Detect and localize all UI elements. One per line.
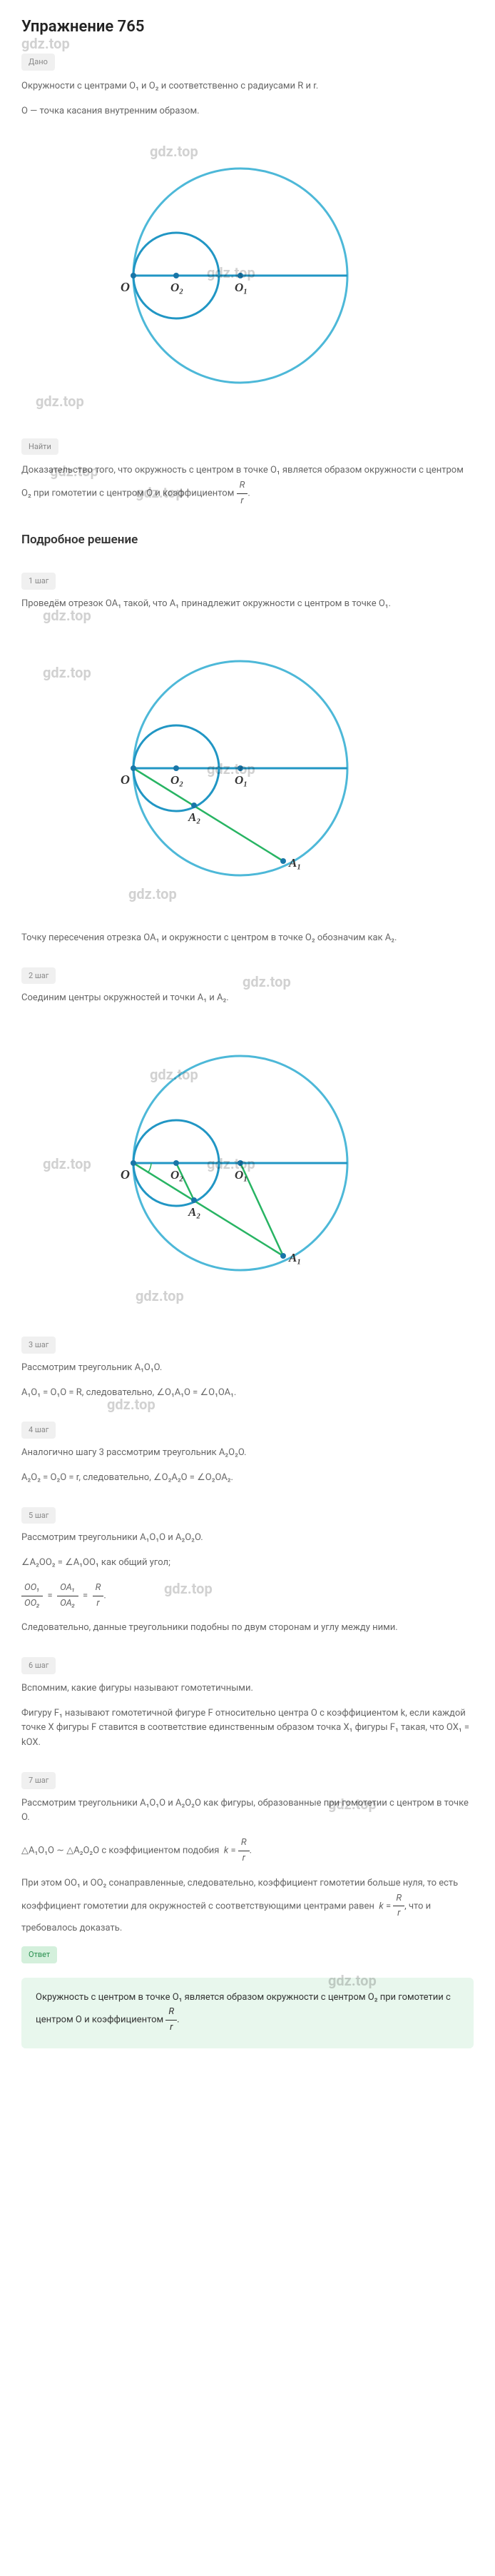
given-text-2: O — точка касания внутренним образом. xyxy=(21,104,474,119)
svg-text:A₁: A₁ xyxy=(288,856,301,870)
step6-tag: 6 шаг xyxy=(21,1657,56,1674)
watermark: gdz.top xyxy=(36,390,84,413)
answer-box: Окружность с центром в точке O₁ является… xyxy=(21,1978,474,2048)
step1-text: Проведём отрезок OA₁ такой, что A₁ прина… xyxy=(21,597,474,612)
step7-text-3: При этом OO₁ и OO₂ сонаправленные, следо… xyxy=(21,1876,474,1936)
step2-tag: 2 шаг xyxy=(21,967,56,985)
svg-text:O: O xyxy=(121,1167,130,1182)
watermark: gdz.top xyxy=(164,1577,213,1600)
svg-text:A₁: A₁ xyxy=(288,1251,301,1264)
watermark: gdz.top xyxy=(328,1969,377,1992)
diagram-1: OO₂O₁ gdz.top gdz.top gdz.top xyxy=(21,133,474,423)
svg-text:O₂: O₂ xyxy=(170,773,183,787)
given-tag: Дано xyxy=(21,54,55,71)
step1-after: Точку пересечения отрезка OA₁ и окружнос… xyxy=(21,931,474,946)
watermark: gdz.top xyxy=(43,661,91,684)
step3-text-1: Рассмотрим треугольник A₁O₁O. xyxy=(21,1361,474,1376)
step1-tag: 1 шаг xyxy=(21,573,56,590)
svg-text:O₂: O₂ xyxy=(170,281,183,294)
find-tag: Найти xyxy=(21,438,58,456)
page-title: Упражнение 765 xyxy=(21,14,474,39)
step5-text-3: Следовательно, данные треугольники подоб… xyxy=(21,1621,474,1636)
watermark: gdz.top xyxy=(43,1152,91,1175)
step6-text-2: Фигуру F₁ называют гомотетичной фигуре F… xyxy=(21,1706,474,1751)
step4-text-2: A₂O₂ = O₂O = r, следовательно, ∠O₂A₂O = … xyxy=(21,1471,474,1486)
answer-tag: Ответ xyxy=(21,1946,57,1963)
step5-formula: OO₁OO₂ = OA₁OA₂ = Rr. gdz.top xyxy=(21,1581,474,1611)
step4-tag: 4 шаг xyxy=(21,1422,56,1439)
svg-text:O: O xyxy=(121,773,130,787)
svg-text:O: O xyxy=(121,280,130,294)
step7-text-2: △A₁O₁O ∼ △A₂O₂O с коэффициентом подобия … xyxy=(21,1836,474,1866)
step5-text-2: ∠A₂OO₂ = ∠A₁OO₁ как общий угол; xyxy=(21,1556,474,1571)
step3-tag: 3 шаг xyxy=(21,1337,56,1354)
diagram-2: A₂A₁OO₂O₁ gdz.top gdz.top gdz.top xyxy=(21,625,474,916)
step7-text-1: Рассмотрим треугольники A₁O₁O и A₂O₂O ка… xyxy=(21,1796,474,1826)
find-text: Доказательство того, что окружность с це… xyxy=(21,463,474,508)
step5-text-1: Рассмотрим треугольники A₁O₁O и A₂O₂O. xyxy=(21,1531,474,1546)
svg-text:A₂: A₂ xyxy=(188,810,200,824)
step2-text: Соединим центры окружностей и точки A₁ и… xyxy=(21,991,474,1006)
solution-title: Подробное решение xyxy=(21,530,474,550)
step6-text-1: Вспомним, какие фигуры называют гомотети… xyxy=(21,1681,474,1696)
svg-text:A₂: A₂ xyxy=(188,1205,200,1219)
given-text-1: Окружности с центрами O₁ и O₂ и соответс… xyxy=(21,79,474,94)
svg-text:O₁: O₁ xyxy=(235,773,248,787)
step4-text-1: Аналогично шагу 3 рассмотрим треугольник… xyxy=(21,1446,474,1461)
step5-tag: 5 шаг xyxy=(21,1507,56,1524)
diagram-3: A₂A₁OO₂O₁ gdz.top gdz.top gdz.top gdz.to… xyxy=(21,1020,474,1311)
step3-text-2: A₁O₁ = O₁O = R, следовательно, ∠O₁A₁O = … xyxy=(21,1386,474,1401)
svg-text:O₂: O₂ xyxy=(170,1168,183,1182)
svg-text:O₁: O₁ xyxy=(235,1168,248,1182)
step7-tag: 7 шаг xyxy=(21,1772,56,1789)
watermark: gdz.top xyxy=(243,970,291,993)
svg-text:O₁: O₁ xyxy=(235,281,248,294)
